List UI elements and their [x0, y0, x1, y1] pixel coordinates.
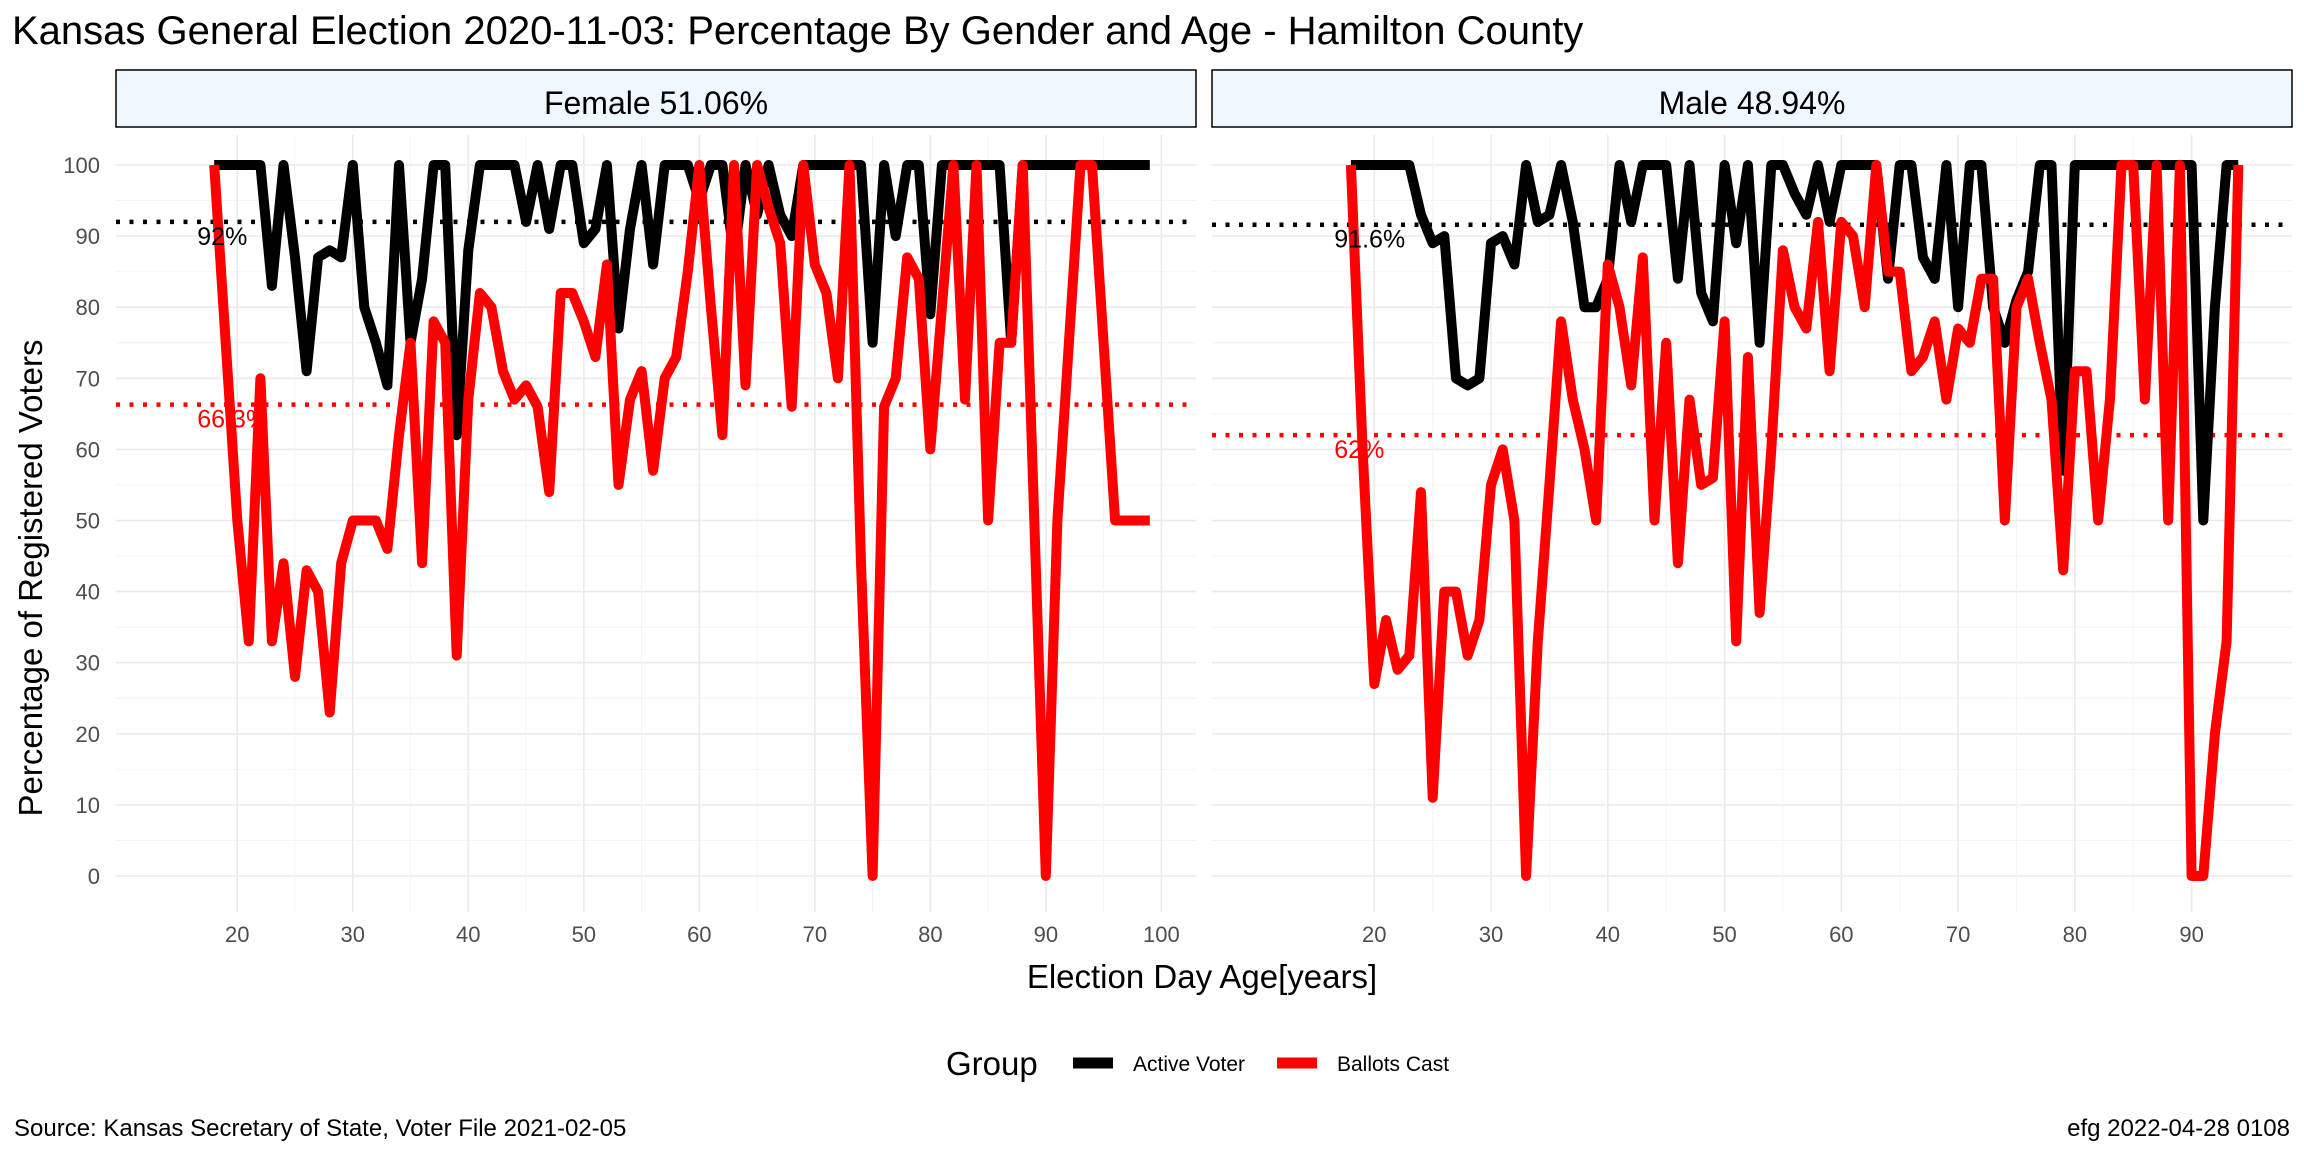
y-tick-label: 30: [76, 651, 100, 676]
y-tick-label: 70: [76, 366, 100, 391]
legend-label-ballots-cast: Ballots Cast: [1337, 1053, 1449, 1076]
chart-title: Kansas General Election 2020-11-03: Perc…: [12, 9, 1583, 53]
y-tick-label: 10: [76, 793, 100, 818]
y-tick-label: 40: [76, 580, 100, 605]
mean-label-ballots-cast: 62%: [1334, 436, 1384, 464]
facet-strip: [1211, 69, 2293, 128]
x-tick-label: 50: [1712, 922, 1736, 947]
y-tick-label: 0: [88, 864, 100, 889]
x-tick-label: 30: [341, 922, 365, 947]
legend-label-active-voter: Active Voter: [1133, 1053, 1245, 1076]
y-tick-label: 60: [76, 437, 100, 462]
y-tick-label: 50: [76, 509, 100, 534]
x-tick-label: 80: [2063, 922, 2087, 947]
source-caption: Source: Kansas Secretary of State, Voter…: [14, 1115, 626, 1142]
x-tick-label: 70: [1946, 922, 1970, 947]
x-tick-label: 40: [1596, 922, 1620, 947]
chart-panels: Female 51.06% 0 10 20 30 40 50 60 70 80 90 100 20 30 4…: [63, 69, 2293, 947]
series-line-active-voter: [214, 160, 1150, 441]
x-tick-label: 90: [1034, 922, 1058, 947]
mean-label-active-voter: 91.6%: [1334, 226, 1405, 254]
x-axis-label: Election Day Age[years]: [1027, 958, 1377, 995]
y-tick-label: 90: [76, 224, 100, 249]
x-tick-label: 20: [1362, 922, 1386, 947]
creation-stamp: efg 2022-04-28 0108: [2067, 1115, 2290, 1142]
y-tick-label: 20: [76, 722, 100, 747]
facet-strip: [115, 69, 1197, 128]
mean-label-ballots-cast: 66.3%: [197, 406, 268, 434]
y-tick-label: 100: [63, 153, 100, 178]
x-tick-label: 80: [918, 922, 942, 947]
x-tick-label: 50: [572, 922, 596, 947]
x-tick-label: 90: [2179, 922, 2203, 947]
panel-female-51-06: Female 51.06% 0 10 20 30 40 50 60 70 80 90 100 20 30 4…: [63, 69, 1197, 947]
y-axis-label: Percentage of Registered Voters: [12, 340, 49, 817]
x-tick-label: 40: [456, 922, 480, 947]
x-tick-label: 20: [225, 922, 249, 947]
facet-strip-label: Male 48.94%: [1659, 85, 1846, 121]
series-line-ballots-cast: [209, 160, 1150, 881]
x-tick-label: 100: [1143, 922, 1180, 947]
legend: Group Active Voter Ballots Cast: [946, 1045, 1449, 1082]
x-tick-label: 30: [1479, 922, 1503, 947]
legend-title: Group: [946, 1045, 1038, 1082]
y-tick-label: 80: [76, 295, 100, 320]
panel-male-48-94: Male 48.94% 20 30 40 50 60 70 80 90 91.6% 62%: [1211, 69, 2293, 947]
x-tick-label: 60: [1829, 922, 1853, 947]
facet-strip-label: Female 51.06%: [544, 85, 768, 121]
series-line-active-voter: [1350, 160, 2239, 526]
series-line-ballots-cast: [1345, 160, 2244, 881]
x-tick-label: 60: [687, 922, 711, 947]
x-tick-label: 70: [803, 922, 827, 947]
mean-label-active-voter: 92%: [197, 223, 247, 251]
